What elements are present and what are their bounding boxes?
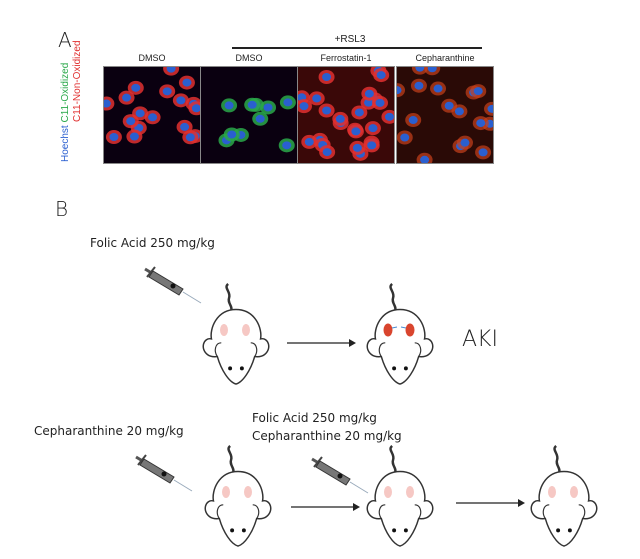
column-label-dmso: DMSO	[138, 53, 166, 63]
cell	[298, 99, 312, 114]
arrow-icon	[456, 499, 525, 507]
mouse-pretreated-icon	[202, 442, 274, 550]
stain-legend: Hoechst C11-Oxidized C11-Non-Oxidized	[60, 40, 84, 162]
cell	[260, 100, 277, 115]
micrograph-dmso	[103, 66, 201, 164]
cell	[475, 145, 492, 160]
cell	[126, 129, 143, 144]
mouse-cotreated-icon	[364, 442, 436, 550]
panel-a-letter: A	[58, 28, 72, 52]
cell	[127, 80, 144, 95]
cell	[456, 135, 473, 150]
column-label-ferrostatin: Ferrostatin-1	[320, 53, 372, 63]
cell	[470, 84, 487, 99]
cell	[364, 121, 381, 136]
cell	[411, 67, 428, 75]
cell	[424, 67, 441, 76]
folic-acid-dose-label: Folic Acid 250 mg/kg	[90, 236, 215, 250]
cell	[361, 86, 378, 101]
syringe-icon	[134, 453, 194, 493]
cell	[104, 96, 115, 111]
hoechst-label: Hoechst	[60, 125, 71, 162]
cell	[416, 152, 433, 163]
micrograph-rsl3-ferrostatin	[297, 66, 395, 164]
treatment-bracket	[232, 47, 482, 49]
cell	[221, 98, 238, 113]
cepharanthine-pretreatment-label: Cepharanthine 20 mg/kg	[34, 424, 184, 438]
cell	[430, 81, 447, 96]
cell	[223, 127, 240, 142]
micrograph-rsl3-cepharanthine	[396, 66, 494, 164]
cell	[122, 114, 139, 129]
cell	[178, 75, 195, 90]
cell	[332, 111, 349, 126]
syringe-icon	[310, 455, 370, 495]
cell	[351, 105, 368, 120]
arrow-icon	[287, 339, 356, 347]
cell	[308, 91, 325, 106]
mouse-protected-icon	[528, 442, 600, 550]
treatment-header: +RSL3	[334, 34, 366, 45]
cell	[159, 84, 176, 99]
cell	[252, 111, 269, 126]
arrow-icon	[291, 503, 360, 511]
cell	[397, 83, 406, 98]
cepharanthine-dose-label-2: Cepharanthine 20 mg/kg	[252, 429, 402, 443]
mouse-healthy-icon	[200, 280, 272, 388]
cell	[176, 119, 193, 134]
cell	[105, 130, 122, 145]
c11-non-oxidized-label: C11-Non-Oxidized	[72, 40, 83, 122]
cell	[451, 104, 468, 119]
cell	[118, 90, 135, 105]
folic-acid-dose-label-2: Folic Acid 250 mg/kg	[252, 411, 377, 425]
cell	[410, 78, 427, 93]
micrograph-rsl3-dmso	[200, 66, 298, 164]
cell	[363, 138, 380, 153]
cell	[318, 69, 335, 84]
cell	[472, 116, 489, 131]
cell	[484, 101, 493, 116]
cell	[349, 140, 366, 155]
mouse-aki-icon	[364, 280, 436, 388]
cell	[373, 68, 390, 83]
cell	[405, 113, 422, 128]
c11-oxidized-label: C11-Oxidized	[60, 62, 71, 123]
cell	[144, 110, 161, 125]
cell	[347, 124, 364, 139]
cell	[244, 97, 261, 112]
aki-label: AKI	[462, 327, 498, 352]
cell	[318, 103, 335, 118]
cell	[182, 130, 199, 145]
panel-b-letter: B	[55, 197, 69, 221]
column-label-cepharanthine: Cepharanthine	[415, 53, 475, 63]
cell	[279, 95, 296, 110]
cell	[172, 93, 189, 108]
cell	[188, 101, 200, 116]
cell	[397, 130, 413, 145]
cell	[381, 109, 394, 124]
syringe-icon	[143, 265, 203, 305]
cell	[163, 67, 180, 76]
column-label-rsl3-dmso: DMSO	[235, 53, 263, 63]
cell	[372, 95, 389, 110]
cell	[301, 134, 318, 149]
cell	[278, 138, 295, 153]
cell	[319, 145, 336, 160]
